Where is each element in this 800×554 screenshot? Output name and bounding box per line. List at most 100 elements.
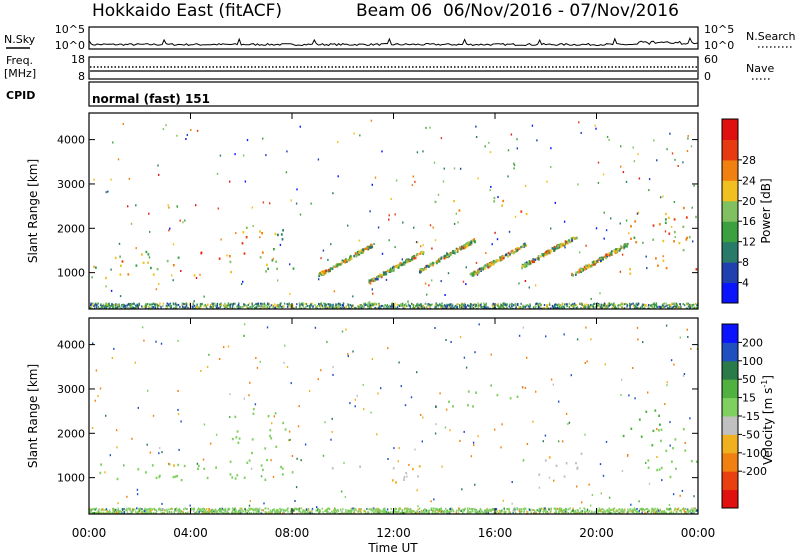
velocity-panel: 1000 2000 3000 4000 Slant Range [km] 200 100… xyxy=(26,317,775,515)
data-mark xyxy=(682,428,685,431)
data-mark xyxy=(270,437,273,440)
colorbar-segment xyxy=(722,342,738,362)
y-tick-label: 2000 xyxy=(57,427,85,440)
data-mark xyxy=(172,264,175,267)
data-mark xyxy=(291,471,294,474)
data-mark xyxy=(246,461,249,464)
colorbar-segment xyxy=(722,139,738,161)
power-scatter-data xyxy=(89,119,698,309)
data-mark xyxy=(392,467,395,470)
data-mark xyxy=(152,273,155,276)
data-mark xyxy=(575,461,577,465)
data-mark xyxy=(228,255,231,258)
data-mark xyxy=(174,475,177,478)
data-mark xyxy=(177,256,180,259)
colorbar-tick-label: -100 xyxy=(742,447,767,460)
plot-title: Hokkaido East (fitACF) xyxy=(92,1,282,21)
data-mark xyxy=(548,456,551,459)
data-mark xyxy=(629,272,632,275)
data-mark xyxy=(266,458,268,462)
data-mark xyxy=(145,471,147,474)
colorbar-segment xyxy=(722,489,738,509)
data-mark xyxy=(275,445,278,448)
colorbar-segment xyxy=(722,241,738,263)
data-mark xyxy=(231,476,234,479)
data-mark xyxy=(274,232,277,236)
data-mark xyxy=(218,257,221,260)
data-mark xyxy=(135,264,138,267)
data-mark xyxy=(660,466,663,470)
data-mark xyxy=(647,459,650,462)
data-mark xyxy=(671,460,673,463)
data-mark xyxy=(654,409,657,412)
data-mark xyxy=(660,428,663,431)
colorbar-tick-label: 200 xyxy=(742,336,763,349)
data-mark xyxy=(243,252,246,255)
data-mark xyxy=(266,263,268,267)
y-tick-label: 3000 xyxy=(57,383,85,396)
colorbar-tick-label: 15 xyxy=(742,392,756,405)
data-mark xyxy=(262,468,264,472)
x-tick-label: 20:00 xyxy=(579,526,614,540)
data-mark xyxy=(662,239,665,243)
data-mark xyxy=(453,199,455,203)
velocity-colorbar-label-end: ] xyxy=(761,375,775,380)
data-mark xyxy=(180,478,183,482)
data-mark xyxy=(236,474,239,477)
nsky-label: N.Sky xyxy=(4,33,36,46)
data-mark xyxy=(177,463,180,467)
data-mark xyxy=(458,209,461,212)
noise-tick-bottom-right: 10^0 xyxy=(704,39,734,52)
data-mark xyxy=(215,466,217,469)
data-mark xyxy=(280,233,283,236)
data-mark xyxy=(655,257,657,260)
colorbar-tick-label: 50 xyxy=(742,373,756,386)
velocity-colorbar-label-main: Velocity [m s xyxy=(761,388,775,465)
data-mark xyxy=(630,427,633,430)
data-mark xyxy=(271,259,274,262)
data-mark xyxy=(137,468,140,471)
data-mark xyxy=(682,249,685,252)
data-mark xyxy=(664,212,667,216)
data-mark xyxy=(695,215,697,219)
colorbar-segment xyxy=(722,452,738,472)
data-mark xyxy=(502,199,505,203)
data-mark xyxy=(252,412,255,415)
data-mark xyxy=(242,231,245,234)
colorbar-tick-label: 16 xyxy=(742,215,756,228)
power-y-axis: 1000 2000 3000 4000 xyxy=(57,134,698,280)
freq-tick-bottom: 8 xyxy=(78,70,85,83)
data-mark xyxy=(99,471,102,475)
freq-unit-label: [MHz] xyxy=(4,67,36,80)
data-mark xyxy=(359,465,361,468)
colorbar-segment xyxy=(722,159,738,181)
data-mark xyxy=(156,268,159,271)
velocity-scatter-data xyxy=(89,323,698,514)
data-mark xyxy=(267,415,270,418)
data-mark xyxy=(637,211,640,214)
data-mark xyxy=(555,464,558,467)
data-mark xyxy=(280,465,282,469)
data-mark xyxy=(230,270,232,274)
data-mark xyxy=(229,473,232,476)
y-tick-label: 4000 xyxy=(57,134,85,147)
data-mark xyxy=(236,430,239,433)
colorbar-tick-label: -200 xyxy=(742,465,767,478)
data-mark xyxy=(685,216,688,219)
data-mark xyxy=(95,266,97,269)
power-panel: 1000 2000 3000 4000 Slant Range [km] 4 8 12 16… xyxy=(26,112,773,310)
data-mark xyxy=(395,481,397,484)
data-mark xyxy=(368,301,371,304)
data-mark xyxy=(496,393,499,397)
colorbar-tick-label: 24 xyxy=(742,174,756,187)
data-mark xyxy=(673,218,676,221)
data-mark xyxy=(119,255,121,258)
y-tick-label: 1000 xyxy=(57,472,85,485)
colorbar-segment xyxy=(722,397,738,417)
data-mark xyxy=(234,415,237,419)
data-mark xyxy=(265,270,267,273)
cpid-label: CPID xyxy=(6,89,35,102)
data-mark xyxy=(673,230,676,234)
data-mark xyxy=(127,273,130,276)
